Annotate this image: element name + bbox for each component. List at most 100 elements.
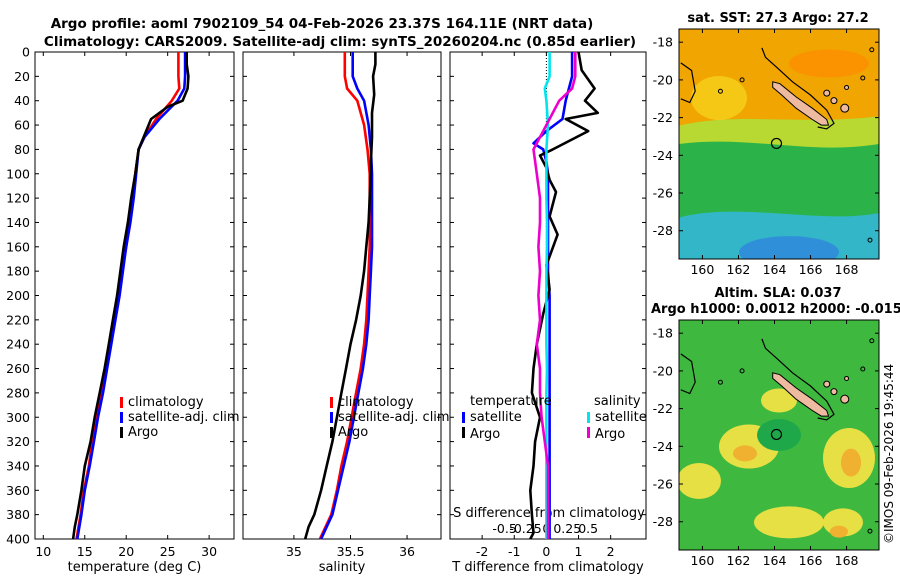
argo-position-marker — [770, 137, 783, 150]
map-x-tick-label: 168 — [835, 262, 859, 277]
map-y-tick-label: -20 — [653, 363, 673, 378]
sal-legend-satellite: satellite-adj. clim — [338, 410, 450, 425]
sst-cool-patch — [739, 236, 839, 259]
series-line-t-argo — [528, 51, 600, 540]
x-tick-label: 0 — [542, 544, 550, 559]
sla-yellow-patch — [761, 388, 797, 413]
new-caledonia-land — [772, 81, 830, 126]
depth-tick-label: 60 — [14, 118, 30, 133]
map-y-tick-label: -26 — [653, 477, 673, 492]
chesterfield-contour — [680, 353, 696, 395]
depth-axis-labels: 0 20 40 60 80 100 120 140 160 180 200 220 240 260 280 3… — [6, 45, 30, 547]
map-frame — [678, 28, 880, 260]
series-line-argo — [71, 52, 190, 540]
x-tick-label: -2 — [476, 544, 488, 559]
sla-map-title: Altim. SLA: 0.037 — [715, 286, 842, 301]
series-line-climatology — [318, 52, 372, 540]
map-y-tick-label: -28 — [653, 514, 673, 529]
map-x-tick-label: 162 — [727, 553, 751, 568]
depth-tick-label: 20 — [14, 69, 30, 84]
x-tick-label: 15 — [77, 544, 93, 559]
legend-satellite-swatch — [120, 412, 123, 423]
map-frame — [678, 319, 880, 551]
map-x-tick-label: 164 — [763, 262, 787, 277]
legend-argo-swatch — [120, 427, 123, 438]
sal-legend-satellite-swatch — [330, 412, 333, 423]
loyalty-island — [823, 89, 831, 97]
x-axis-label: T difference from climatology — [451, 560, 644, 575]
depth-tick-label: 40 — [14, 93, 30, 108]
map-x-tick-label: 164 — [763, 553, 787, 568]
legend-satellite: satellite-adj. clim — [128, 410, 240, 425]
depth-tick-label: 320 — [6, 434, 30, 449]
new-caledonia-land — [772, 372, 830, 417]
sal-legend-climatology-swatch — [330, 397, 333, 408]
sst-map-title: sat. SST: 27.3 Argo: 27.2 — [687, 11, 868, 26]
loyalty-island — [840, 394, 850, 404]
small-reef — [739, 77, 745, 83]
depth-tick-label: 300 — [6, 410, 30, 425]
chesterfield-contour — [680, 62, 696, 104]
series-line-satellite-adj-clim — [319, 52, 374, 540]
top-tick-label: 0.25 — [553, 521, 581, 536]
map-y-tick-label: -24 — [653, 148, 673, 163]
sla-map-subtitle: Argo h1000: 0.0012 h2000: -0.015 — [651, 302, 900, 317]
loyalty-island — [840, 103, 850, 113]
sal-legend-climatology: climatology — [338, 395, 414, 410]
depth-tick-label: 400 — [6, 532, 30, 547]
map-field — [679, 29, 879, 259]
series-line-argo — [303, 52, 377, 540]
x-tick-label: -1 — [508, 544, 520, 559]
sal-legend-argo: Argo — [338, 425, 368, 440]
map-y-tick-label: -28 — [653, 223, 673, 238]
series-line-s-argo — [532, 52, 577, 539]
loyalty-island — [844, 84, 850, 90]
small-reef — [869, 47, 875, 53]
map-x-tick-label: 160 — [690, 553, 714, 568]
map-y-tick-label: -26 — [653, 186, 673, 201]
map-y-tick-label: -24 — [653, 439, 673, 454]
depth-tick-label: 380 — [6, 507, 30, 522]
map-y-tick-label: -22 — [653, 110, 673, 125]
salinity-legend: climatology satellite-adj. clim Argo — [330, 395, 450, 440]
diff-legend-t-satellite-swatch — [462, 412, 465, 423]
x-tick-label: 10 — [35, 544, 51, 559]
map-x-tick-label: 168 — [835, 553, 859, 568]
reef-contour — [761, 338, 835, 421]
x-tick-label: 1 — [575, 544, 583, 559]
depth-tick-label: 200 — [6, 288, 30, 303]
loyalty-island — [823, 380, 831, 388]
small-reef — [717, 88, 723, 94]
diff-legend-s-argo-swatch — [587, 427, 590, 438]
diff-legend-t-argo: Argo — [470, 427, 500, 442]
sla-orange-patch — [733, 445, 757, 462]
map-y-tick-label: -18 — [653, 35, 673, 50]
depth-tick-label: 120 — [6, 191, 30, 206]
loyalty-island — [830, 388, 838, 396]
depth-tick-label: 340 — [6, 458, 30, 473]
sla-map-panel: 160 162 164 166 168 -18 -20 -22 -24 -26 -28 — [653, 319, 880, 568]
top-tick-label: -0.5 — [492, 521, 516, 536]
depth-tick-label: 0 — [22, 45, 30, 60]
diff-legend-t-satellite: satellite — [470, 410, 522, 425]
map-y-tick-label: -20 — [653, 72, 673, 87]
map-y-tick-label: -18 — [653, 326, 673, 341]
map-y-tick-label: -22 — [653, 401, 673, 416]
legend-argo: Argo — [128, 425, 158, 440]
x-tick-label: 35 — [286, 544, 302, 559]
depth-tick-label: 160 — [6, 239, 30, 254]
loyalty-island — [830, 97, 838, 105]
depth-tick-label: 240 — [6, 337, 30, 352]
x-tick-label: 20 — [118, 544, 134, 559]
map-x-tick-label: 166 — [799, 553, 823, 568]
title-line2: Climatology: CARS2009. Satellite-adj cli… — [44, 34, 636, 50]
legend-climatology-swatch — [120, 397, 123, 408]
salinity-panel: 35 35.5 36 salinity — [242, 51, 442, 575]
reef-contour — [761, 47, 835, 130]
small-reef — [867, 237, 873, 243]
map-field — [679, 320, 879, 550]
diff-legend-s-argo: Argo — [595, 427, 625, 442]
diff-legend-salinity: salinity — [594, 394, 641, 409]
